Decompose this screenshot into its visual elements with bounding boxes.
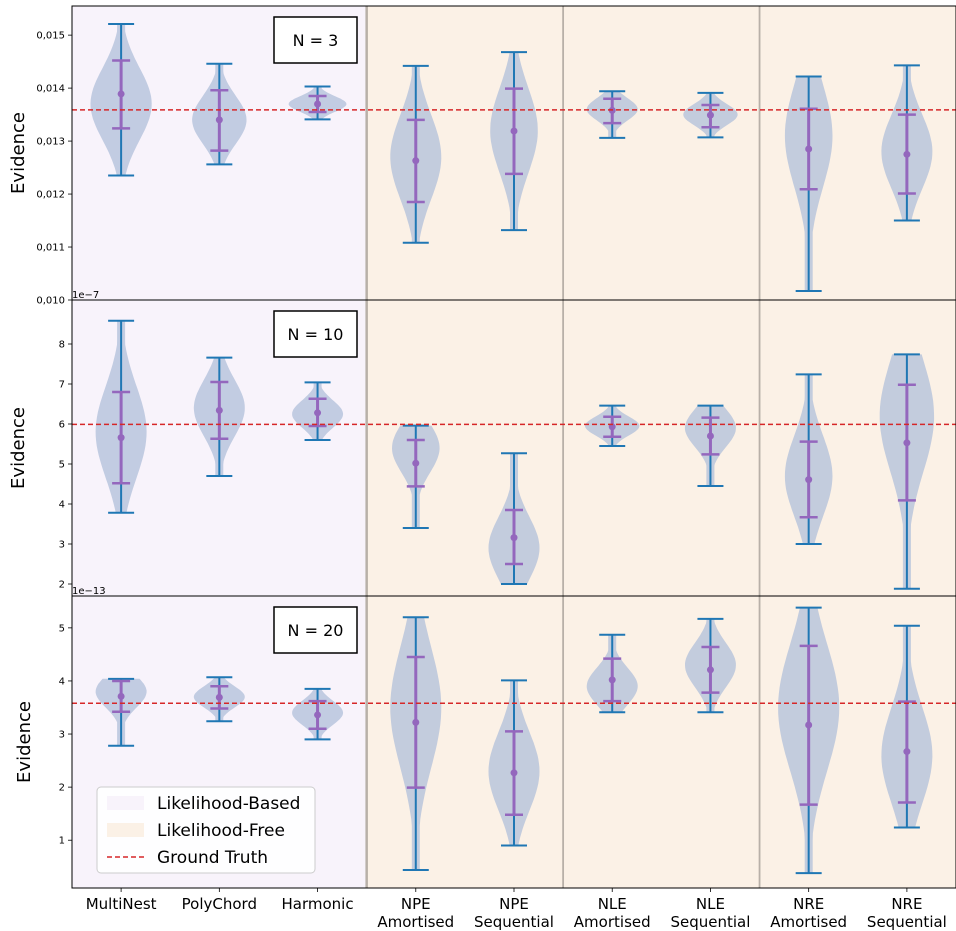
n-label-box <box>273 16 358 64</box>
y-offset-label: 1e−7 <box>72 290 99 301</box>
mean-point <box>215 406 223 414</box>
x-tick-label: NPE Amortised <box>377 895 454 931</box>
mean-point <box>412 718 420 726</box>
y-tick-label: 0,011 <box>36 243 65 254</box>
x-tick-label: NLE Amortised <box>574 895 651 931</box>
mean-point <box>314 409 322 417</box>
mean-point <box>706 111 714 119</box>
mean-point <box>215 116 223 124</box>
likelihood-free-region <box>366 300 956 596</box>
mean-point <box>117 434 125 442</box>
x-tick-label: NLE Sequential <box>670 895 750 931</box>
x-tick-label: NRE Amortised <box>770 895 847 931</box>
n-label-box <box>273 310 358 358</box>
mean-point <box>314 711 322 719</box>
x-tick-label: PolyChord <box>182 895 257 913</box>
y-tick-label: 6 <box>59 420 65 431</box>
mean-point <box>510 769 518 777</box>
mean-point <box>903 150 911 158</box>
y-tick-label: 0,013 <box>36 137 65 148</box>
mean-point <box>117 692 125 700</box>
mean-point <box>706 432 714 440</box>
y-tick-label: 3 <box>59 540 65 551</box>
n-label: N = 3 <box>293 31 339 50</box>
likelihood-free-region <box>366 6 956 300</box>
mean-point <box>215 693 223 701</box>
mean-point <box>805 721 813 729</box>
mean-point <box>510 127 518 135</box>
y-tick-label: 5 <box>59 460 65 471</box>
y-tick-label: 0,010 <box>36 296 65 307</box>
likelihood-free-region <box>366 596 956 888</box>
y-tick-label: 1 <box>59 836 65 847</box>
y-tick-label: 5 <box>59 623 65 634</box>
y-tick-label: 0,012 <box>36 190 65 201</box>
y-axis-label: Evidence <box>14 701 35 783</box>
legend-label: Ground Truth <box>157 848 268 868</box>
mean-point <box>903 439 911 447</box>
mean-point <box>805 476 813 484</box>
y-tick-label: 7 <box>59 380 65 391</box>
mean-point <box>608 676 616 684</box>
y-tick-label: 4 <box>59 676 65 687</box>
y-tick-label: 3 <box>59 730 65 741</box>
n-label: N = 20 <box>288 621 344 640</box>
y-offset-label: 1e−13 <box>72 586 106 597</box>
y-tick-label: 8 <box>59 340 65 351</box>
y-tick-label: 4 <box>59 500 65 511</box>
x-tick-label: MultiNest <box>86 895 157 913</box>
legend-swatch <box>107 796 144 810</box>
mean-point <box>314 100 322 108</box>
y-tick-label: 2 <box>59 783 65 794</box>
mean-point <box>412 157 420 165</box>
mean-point <box>510 534 518 542</box>
x-tick-label: NPE Sequential <box>474 895 554 931</box>
x-tick-label: Harmonic <box>282 895 354 913</box>
mean-point <box>706 666 714 674</box>
legend-label: Likelihood-Free <box>157 821 285 841</box>
y-tick-label: 0,015 <box>36 31 65 42</box>
legend-swatch <box>107 823 144 837</box>
y-tick-label: 0,014 <box>36 84 65 95</box>
legend-box <box>96 786 316 874</box>
n-label-box <box>273 606 358 654</box>
y-axis-label: Evidence <box>8 112 29 194</box>
mean-point <box>903 748 911 756</box>
y-tick-label: 2 <box>59 580 65 591</box>
mean-point <box>412 459 420 467</box>
n-label: N = 10 <box>288 325 344 344</box>
legend-label: Likelihood-Based <box>157 794 300 814</box>
mean-point <box>117 90 125 98</box>
x-tick-label: NRE Sequential <box>867 895 947 931</box>
mean-point <box>805 145 813 153</box>
y-axis-label: Evidence <box>8 407 29 489</box>
